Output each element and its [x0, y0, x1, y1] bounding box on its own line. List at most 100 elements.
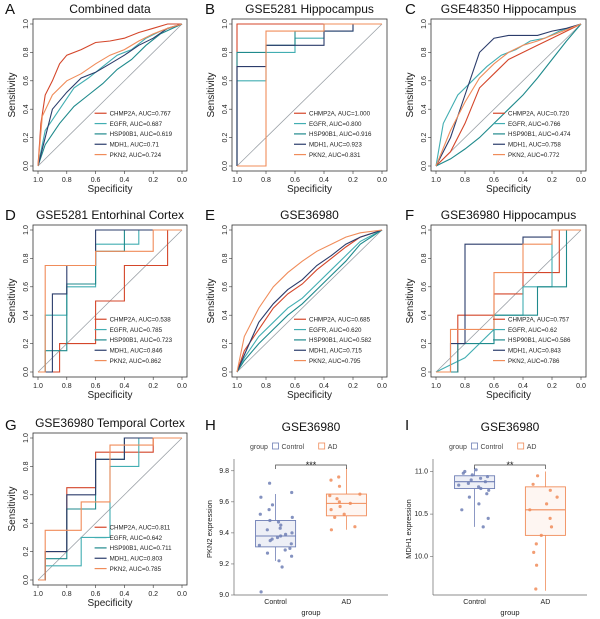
- plot-frame: [231, 224, 388, 378]
- x-tick-label: 0.8: [62, 591, 72, 598]
- legend-label-mdh1: MDH1, AUC=0.758: [508, 141, 561, 148]
- x-tick-label: 0.0: [377, 177, 387, 184]
- x-tick-label: 0.4: [319, 177, 329, 184]
- box-ad: [325, 493, 367, 517]
- legend-label-egfr: EGFR, AUC=0.766: [508, 121, 561, 128]
- legend-label-ad: AD: [527, 444, 537, 451]
- roc-curve-mdh1: [435, 23, 582, 167]
- roc-curve-pkn2: [38, 437, 182, 581]
- x-tick-label: 0.8: [62, 383, 72, 390]
- y-tick-label: 11.0: [415, 469, 428, 476]
- x-tick-label: AD: [342, 599, 352, 606]
- y-tick-label: 1.0: [23, 225, 30, 235]
- reference-diagonal: [435, 229, 582, 373]
- legend-label-hsp90b1: HSP90B1, AUC=0.586: [508, 337, 571, 344]
- x-tick-label: 0.2: [148, 591, 158, 598]
- x-axis-label: Specificity: [287, 184, 332, 195]
- data-point: [534, 542, 538, 546]
- legend-label-hsp90b1: HSP90B1, AUC=0.474: [508, 131, 571, 138]
- data-point: [342, 512, 346, 516]
- data-point: [338, 504, 342, 509]
- panel-title: Combined data: [69, 2, 151, 16]
- legend-label-control: Control: [282, 444, 305, 451]
- x-tick-label: 0.4: [319, 383, 329, 390]
- legend-label-chmp2a: CHMP2A, AUC=0.720: [508, 110, 570, 117]
- x-tick-label: 0.4: [518, 383, 528, 390]
- y-tick-label: 0.4: [23, 310, 30, 320]
- data-point: [481, 525, 485, 529]
- x-tick-label: 0.6: [91, 177, 101, 184]
- x-tick-label: 0.0: [177, 177, 187, 184]
- legend-label-mdh1: MDH1, AUC=0.846: [110, 347, 163, 354]
- plot-frame: [32, 432, 188, 586]
- roc-curve-chmp2a: [435, 23, 582, 167]
- data-point: [532, 550, 536, 555]
- significance-bracket: [275, 464, 347, 469]
- x-tick-label: 1.0: [232, 383, 242, 390]
- x-tick-label: 0.6: [290, 177, 300, 184]
- y-tick-label: 0.6: [222, 282, 229, 292]
- y-tick-label: 0.0: [222, 367, 229, 377]
- roc-panel-b: B GSE5281 Hippocampus 1.0 0.8 0.6 0.4 0.2 0.0 0.…: [205, 1, 388, 195]
- data-point: [284, 532, 288, 537]
- y-axis-label: MDH1 expression: [404, 499, 413, 559]
- roc-panel-g: G GSE36980 Temporal Cortex 1.0 0.8 0.6 0.4 0.2…: [5, 416, 188, 609]
- x-axis-label: Specificity: [287, 390, 332, 401]
- y-tick-label: 0.6: [421, 76, 428, 86]
- y-axis-label: Sensitivity: [206, 278, 217, 323]
- roc-curve-egfr: [37, 23, 183, 167]
- y-tick-label: 0.6: [23, 282, 30, 292]
- x-tick-label: 0.2: [148, 383, 158, 390]
- y-tick-label: 1.0: [23, 433, 30, 443]
- y-tick-label: 0.4: [421, 104, 428, 114]
- roc-curve-chmp2a: [37, 23, 182, 167]
- plot-frame: [430, 224, 587, 378]
- data-point: [358, 492, 362, 496]
- data-point: [539, 533, 543, 538]
- legend-label-mdh1: MDH1, AUC=0.71: [110, 141, 160, 148]
- data-point: [467, 495, 471, 499]
- y-axis-label: Sensitivity: [7, 278, 18, 323]
- legend-label-hsp90b1: HSP90B1, AUC=0.619: [110, 131, 173, 138]
- roc-curve-pkn2: [436, 229, 581, 373]
- panel-letter: G: [5, 417, 17, 434]
- data-point: [276, 520, 281, 524]
- roc-curve-hsp90b1: [236, 229, 383, 373]
- significance-label: ***: [306, 460, 317, 470]
- plot-frame: [430, 18, 587, 172]
- legend-label-chmp2a: CHMP2A, AUC=1.000: [309, 110, 371, 117]
- y-tick-label: 0.0: [23, 161, 30, 171]
- data-point: [463, 469, 467, 474]
- legend-label-mdh1: MDH1, AUC=0.923: [309, 141, 362, 148]
- x-tick-label: 0.2: [348, 177, 358, 184]
- y-tick-label: 0.8: [421, 47, 428, 57]
- data-point: [535, 563, 539, 567]
- y-tick-label: 0.6: [23, 76, 30, 86]
- data-point: [259, 495, 263, 499]
- data-point: [485, 492, 489, 496]
- panel-letter: E: [205, 207, 215, 224]
- data-point: [548, 488, 552, 492]
- data-point: [289, 542, 293, 546]
- x-tick-label: 0.4: [120, 177, 130, 184]
- significance-label: **: [506, 460, 514, 470]
- x-tick-label: 0.8: [62, 177, 72, 184]
- y-tick-label: 0.8: [222, 47, 229, 57]
- roc-curve-pkn2: [236, 229, 383, 373]
- data-point: [265, 528, 269, 532]
- y-tick-label: 1.0: [421, 19, 428, 29]
- y-tick-label: 0.6: [421, 282, 428, 292]
- data-point: [278, 526, 282, 530]
- y-tick-label: 9.4: [219, 530, 229, 537]
- x-tick-label: 0.8: [261, 383, 271, 390]
- data-point: [479, 476, 483, 480]
- legend-label-mdh1: MDH1, AUC=0.715: [309, 347, 362, 354]
- data-point: [275, 535, 280, 540]
- legend-label-egfr: EGFR, AUC=0.62: [508, 327, 558, 334]
- y-tick-label: 0.4: [23, 518, 30, 528]
- data-point: [329, 508, 333, 512]
- reference-diagonal: [236, 23, 383, 167]
- x-tick-label: 0.4: [120, 383, 130, 390]
- data-point: [290, 515, 294, 520]
- y-axis-label: Sensitivity: [7, 486, 18, 531]
